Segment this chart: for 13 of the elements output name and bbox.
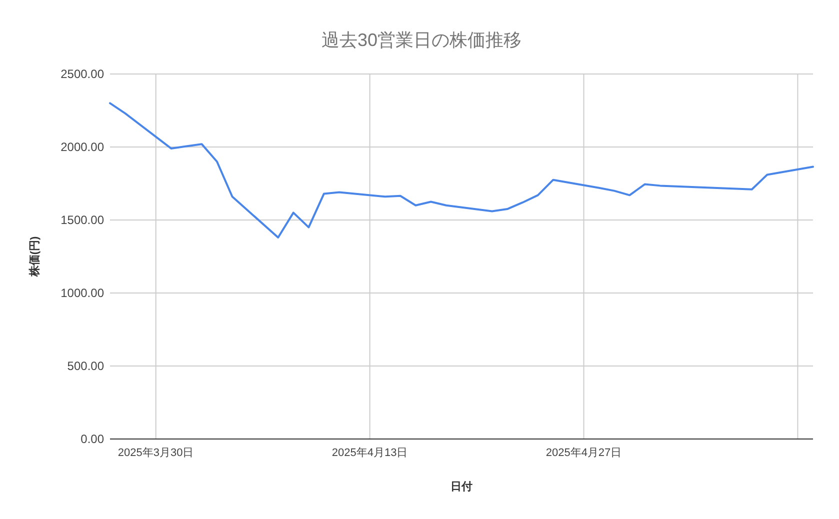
y-tick-label: 500.00	[67, 359, 104, 373]
y-tick-label: 1000.00	[60, 286, 104, 300]
x-tick-label: 2025年4月27日	[546, 447, 622, 459]
y-tick-label: 1500.00	[60, 213, 104, 227]
x-tick-label: 2025年3月30日	[118, 447, 194, 459]
line-series	[109, 102, 814, 239]
chart-title: 過去30営業日の株価推移	[321, 30, 522, 50]
y-tick-label: 2000.00	[60, 140, 104, 154]
x-tick-label: 2025年4月13日	[332, 447, 408, 459]
y-tick-label: 2500.00	[60, 67, 104, 81]
y-tick-label: 0.00	[80, 432, 104, 446]
y-axis-title: 株価(円)	[28, 236, 41, 278]
x-axis-title: 日付	[450, 481, 472, 493]
